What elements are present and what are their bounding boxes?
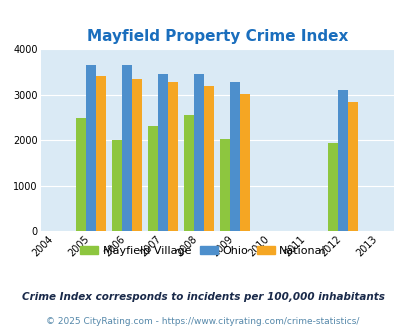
Bar (183, 115, 194, 231)
Legend: Mayfield Village, Ohio, National: Mayfield Village, Ohio, National (76, 241, 329, 260)
Bar (86, 65, 96, 231)
Text: © 2025 CityRating.com - https://www.cityrating.com/crime-statistics/: © 2025 CityRating.com - https://www.city… (46, 317, 359, 326)
Title: Mayfield Property Crime Index: Mayfield Property Crime Index (86, 29, 347, 44)
Bar (122, 65, 132, 231)
Bar (168, 82, 178, 231)
Bar (112, 140, 122, 231)
Bar (194, 75, 204, 231)
Bar (204, 86, 214, 231)
Bar (132, 79, 142, 231)
Bar (220, 139, 230, 231)
Bar (347, 102, 358, 231)
Bar (96, 76, 106, 231)
Bar (158, 75, 168, 231)
Bar (327, 143, 337, 231)
Bar (148, 126, 158, 231)
Bar (230, 82, 240, 231)
Bar (240, 93, 250, 231)
Bar (76, 118, 86, 231)
Bar (337, 90, 347, 231)
Text: Crime Index corresponds to incidents per 100,000 inhabitants: Crime Index corresponds to incidents per… (21, 292, 384, 302)
